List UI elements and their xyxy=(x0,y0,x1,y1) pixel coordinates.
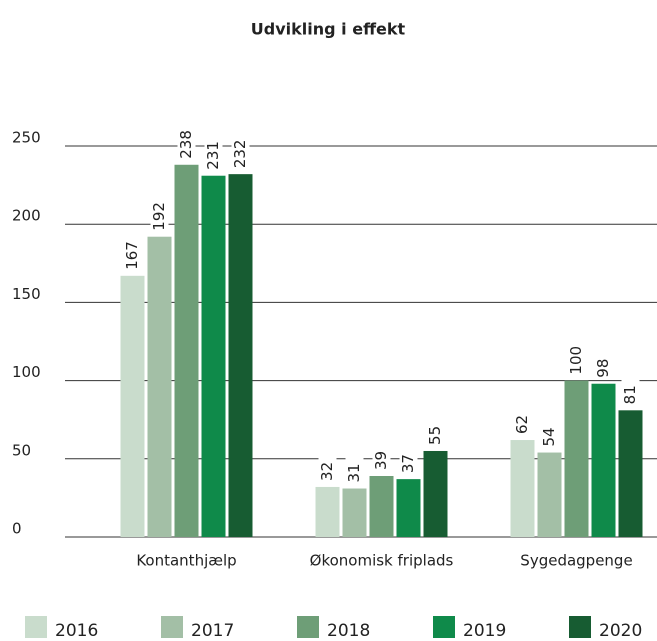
x-tick-label: Kontanthjælp xyxy=(136,552,236,570)
y-tick-label: 0 xyxy=(12,520,22,538)
value-label-bg xyxy=(372,440,391,471)
bar xyxy=(564,380,589,537)
value-label: 98 xyxy=(594,359,612,378)
chart-title: Udvikling i effekt xyxy=(251,20,406,39)
value-label-bg xyxy=(204,139,223,170)
value-label-bg xyxy=(318,450,337,481)
value-label: 55 xyxy=(426,426,444,445)
y-tick-label: 150 xyxy=(12,285,41,303)
value-label-bg xyxy=(150,200,169,231)
legend-swatch xyxy=(569,616,591,638)
bar xyxy=(423,450,448,537)
x-tick-label: Økonomisk friplads xyxy=(310,552,454,570)
bar xyxy=(537,452,562,537)
value-label: 31 xyxy=(345,463,363,482)
value-label-bg xyxy=(567,344,586,375)
value-label: 32 xyxy=(318,462,336,481)
value-label-bg xyxy=(177,128,196,159)
value-label: 39 xyxy=(372,451,390,470)
value-label: 37 xyxy=(399,454,417,473)
value-label: 62 xyxy=(513,415,531,434)
bar xyxy=(618,410,643,537)
legend-label: 2020 xyxy=(599,621,642,641)
value-label-bg xyxy=(345,452,364,483)
legend-label: 2016 xyxy=(55,621,98,641)
bar xyxy=(174,164,199,537)
value-label: 167 xyxy=(123,241,141,270)
legend-swatch xyxy=(161,616,183,638)
bar xyxy=(147,236,172,537)
bar xyxy=(120,275,145,537)
bar xyxy=(369,476,394,537)
value-label-bg xyxy=(231,138,250,169)
value-label: 232 xyxy=(231,140,249,169)
value-label: 81 xyxy=(621,385,639,404)
value-label-bg xyxy=(621,374,640,405)
value-label-bg xyxy=(540,416,559,447)
legend-label: 2018 xyxy=(327,621,370,641)
value-label-bg xyxy=(426,414,445,445)
legend-label: 2019 xyxy=(463,621,506,641)
value-label: 238 xyxy=(177,130,195,159)
bar xyxy=(510,440,535,537)
value-label: 192 xyxy=(150,202,168,231)
bar xyxy=(201,175,226,537)
x-tick-label: Sygedagpenge xyxy=(520,552,632,570)
value-label: 100 xyxy=(567,346,585,375)
y-tick-label: 100 xyxy=(12,363,41,381)
bar xyxy=(315,486,340,537)
y-tick-label: 250 xyxy=(12,129,41,147)
value-label-bg xyxy=(513,404,532,435)
bar xyxy=(396,479,421,537)
y-tick-label: 50 xyxy=(12,441,31,459)
bar xyxy=(228,174,253,538)
legend-swatch xyxy=(25,616,47,638)
value-label: 54 xyxy=(540,427,558,446)
value-label-bg xyxy=(123,239,142,270)
bar xyxy=(591,383,616,537)
value-label-bg xyxy=(399,443,418,474)
y-tick-label: 200 xyxy=(12,207,41,225)
legend-swatch xyxy=(433,616,455,638)
legend-swatch xyxy=(297,616,319,638)
bar xyxy=(342,488,367,537)
legend-label: 2017 xyxy=(191,621,234,641)
value-label-bg xyxy=(594,347,613,378)
value-label: 231 xyxy=(204,141,222,170)
